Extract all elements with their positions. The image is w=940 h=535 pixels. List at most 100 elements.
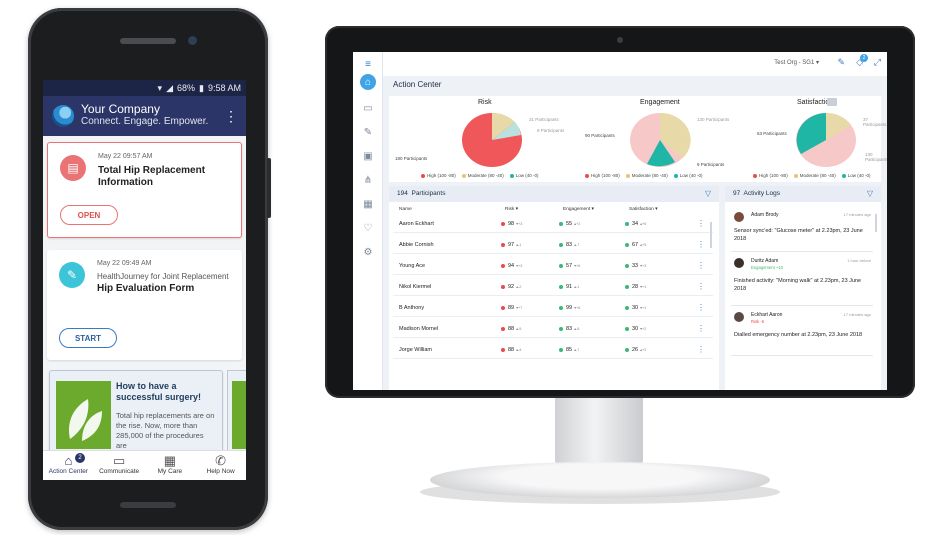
settings-icon[interactable]: ⚙: [363, 246, 373, 258]
participant-name[interactable]: Aaron Eckhart: [399, 221, 434, 227]
col-risk[interactable]: Risk ▾: [505, 207, 519, 212]
row-menu-icon[interactable]: ⋮: [697, 261, 705, 270]
wrench-icon[interactable]: ✎: [837, 57, 845, 67]
chart-settings-icon[interactable]: [826, 97, 838, 107]
notifications-icon[interactable]: ◇: [856, 57, 863, 67]
risk-score: 88 ▴-4: [501, 347, 521, 353]
satisfaction-label-high-count: 37 Participants: [863, 117, 887, 127]
phone-status-bar: ▾ ◢ 68% ▮ 9:58 AM: [43, 80, 246, 96]
participant-row[interactable]: B Anthony 89 ▾+7 99 ▾+6 30 ▾+1 ⋮: [393, 300, 713, 317]
top-bar: Test Org - SG1 ▾ ✎ ◇ 2 ⤢: [383, 52, 887, 76]
participant-name[interactable]: B Anthony: [399, 305, 425, 311]
task-date: May 22 09:57 AM: [98, 153, 153, 160]
satisfaction-label-moderate-count: 63 Participants: [757, 131, 787, 136]
participant-row[interactable]: Jorge William 88 ▴-4 85 ▴-7 26 ▴+2 ⋮: [393, 342, 713, 359]
activity-log-item[interactable]: Adam Brody 17 minutes ago Sensor sync'ed…: [731, 210, 873, 252]
participant-row[interactable]: Young Ace 94 ▾+3 57 ▾+6 33 ▾+3 ⋮: [393, 258, 713, 275]
log-user: Duritz Adam: [751, 258, 779, 264]
log-message: Finished activity: "Morning walk" at 2.2…: [734, 278, 862, 292]
activity-log-item[interactable]: Eckhart Aaron Risk -5 17 minutes ago Dia…: [731, 310, 873, 356]
calendar-icon[interactable]: ▦: [363, 198, 373, 210]
activity-log-item[interactable]: Duritz Adam Engagement +10 1 hour before…: [731, 256, 873, 306]
row-menu-icon[interactable]: ⋮: [697, 345, 705, 354]
nav-communicate[interactable]: ▭ Communicate: [94, 451, 145, 480]
participant-row[interactable]: Aaron Eckhart 98 ▾+3 55 ▴+2 34 ▴+6 ⋮: [393, 216, 713, 233]
open-button[interactable]: OPEN: [60, 205, 118, 225]
desktop-monitor: ≡ ⌂ ▭ ✎ ▣ ⋔ ▦ ♡ ⚙ Test Org - SG1 ▾ ✎ ◇ 2…: [325, 26, 915, 398]
task-card-hip-info[interactable]: ▤ May 22 09:57 AM Total Hip Replacement …: [47, 142, 242, 238]
notification-badge: 2: [75, 453, 85, 463]
participant-name[interactable]: Young Ace: [399, 263, 426, 269]
row-menu-icon[interactable]: ⋮: [697, 282, 705, 291]
article-title: How to have a successful surgery!: [116, 381, 202, 402]
activity-count: 97: [733, 190, 741, 197]
document-icon: ▤: [60, 155, 86, 181]
calendar-icon: ▦: [163, 453, 177, 468]
engagement-score: 83 ▴-7: [559, 242, 579, 248]
notes-icon[interactable]: ✎: [363, 126, 373, 138]
smartphone-frame: ▾ ◢ 68% ▮ 9:58 AM Your Company Connect. …: [28, 8, 271, 530]
satisfaction-score: 28 ▾+1: [625, 284, 646, 290]
task-program: HealthJourney for Joint Replacement: [97, 272, 229, 281]
article-card[interactable]: How to have a successful surgery! Total …: [49, 370, 223, 455]
task-title: Total Hip Replacement Information: [98, 165, 206, 188]
monitor-base: [430, 462, 770, 498]
chat-icon[interactable]: ▭: [363, 102, 373, 114]
left-nav-rail: ≡ ⌂ ▭ ✎ ▣ ⋔ ▦ ♡ ⚙: [353, 52, 383, 390]
col-engagement[interactable]: Engagement ▾: [563, 207, 594, 212]
participant-row[interactable]: Abbie Cornish 97 ▴-1 83 ▴-7 67 ▴+5 ⋮: [393, 237, 713, 254]
nav-label: Help Now: [206, 468, 235, 475]
participant-name[interactable]: Nikol Kiermel: [399, 284, 432, 290]
row-menu-icon[interactable]: ⋮: [697, 324, 705, 333]
row-menu-icon[interactable]: ⋮: [697, 303, 705, 312]
chart-title-satisfaction: Satisfaction: [797, 99, 834, 106]
participants-panel: 194 Participants ▽ Name Risk ▾ Engagemen…: [389, 186, 719, 390]
participant-name[interactable]: Jorge William: [399, 347, 433, 353]
engagement-label-low-count: 9 Participants: [697, 162, 725, 167]
activity-logs-panel: 97 Activity Logs ▽ Adam Brody 17 minutes…: [725, 186, 881, 390]
next-article-card[interactable]: [227, 370, 246, 455]
row-menu-icon[interactable]: ⋮: [697, 240, 705, 249]
nav-help-now[interactable]: ✆ Help Now: [195, 451, 246, 480]
care-icon[interactable]: ♡: [363, 222, 373, 234]
risk-score: 98 ▾+3: [501, 221, 522, 227]
engagement-score: 91 ▴-1: [559, 284, 579, 290]
participant-row[interactable]: Madison Mornel 88 ▴-5 83 ▴-8 30 ▾+2 ⋮: [393, 321, 713, 338]
phone-speaker: [120, 38, 176, 44]
col-satisfaction[interactable]: Satisfaction ▾: [629, 207, 658, 212]
menu-icon[interactable]: ≡: [365, 58, 371, 70]
org-selector[interactable]: Test Org - SG1 ▾: [774, 60, 819, 66]
summary-charts: Risk 31 Participants 9 Participants 180 …: [389, 96, 887, 182]
company-logo: [52, 105, 74, 127]
satisfaction-label-low-count: 130 Participants: [865, 152, 887, 162]
dashboard-screen: ≡ ⌂ ▭ ✎ ▣ ⋔ ▦ ♡ ⚙ Test Org - SG1 ▾ ✎ ◇ 2…: [353, 52, 887, 390]
row-menu-icon[interactable]: ⋮: [697, 219, 705, 228]
nav-label: My Care: [157, 468, 183, 475]
activity-scrollbar[interactable]: [875, 214, 877, 232]
participant-name[interactable]: Abbie Cornish: [399, 242, 434, 248]
nav-my-care[interactable]: ▦ My Care: [145, 451, 196, 480]
risk-score: 97 ▴-1: [501, 242, 521, 248]
participant-row[interactable]: Nikol Kiermel 92 ▴-2 91 ▴-1 28 ▾+1 ⋮: [393, 279, 713, 296]
task-card-evaluation-form[interactable]: ✎ May 22 09:49 AM HealthJourney for Join…: [47, 250, 242, 360]
participant-name[interactable]: Madison Mornel: [399, 326, 439, 332]
task-date: May 22 09:49 AM: [97, 260, 152, 267]
phone-side-button: [267, 158, 271, 218]
engagement-label-high-count: 130 Participants: [697, 117, 730, 122]
expand-icon[interactable]: ⤢: [873, 57, 881, 67]
engagement-score: 55 ▴+2: [559, 221, 580, 227]
satisfaction-score: 33 ▾+3: [625, 263, 646, 269]
org-chart-icon[interactable]: ⋔: [363, 174, 373, 186]
overflow-menu-icon[interactable]: ⋮: [224, 108, 238, 124]
home-icon[interactable]: ⌂: [360, 74, 376, 90]
contacts-icon[interactable]: ▣: [363, 150, 373, 162]
risk-label-high-count: 31 Participants: [529, 117, 559, 122]
table-scrollbar[interactable]: [710, 222, 712, 248]
phone-screen: ▾ ◢ 68% ▮ 9:58 AM Your Company Connect. …: [43, 80, 246, 480]
col-name[interactable]: Name: [399, 207, 412, 212]
start-button[interactable]: START: [59, 328, 117, 348]
nav-action-center[interactable]: ⌂ 2 Action Center: [43, 451, 94, 480]
filter-icon[interactable]: ▽: [866, 189, 873, 198]
battery-level: 68%: [177, 83, 196, 93]
filter-icon[interactable]: ▽: [704, 189, 711, 198]
